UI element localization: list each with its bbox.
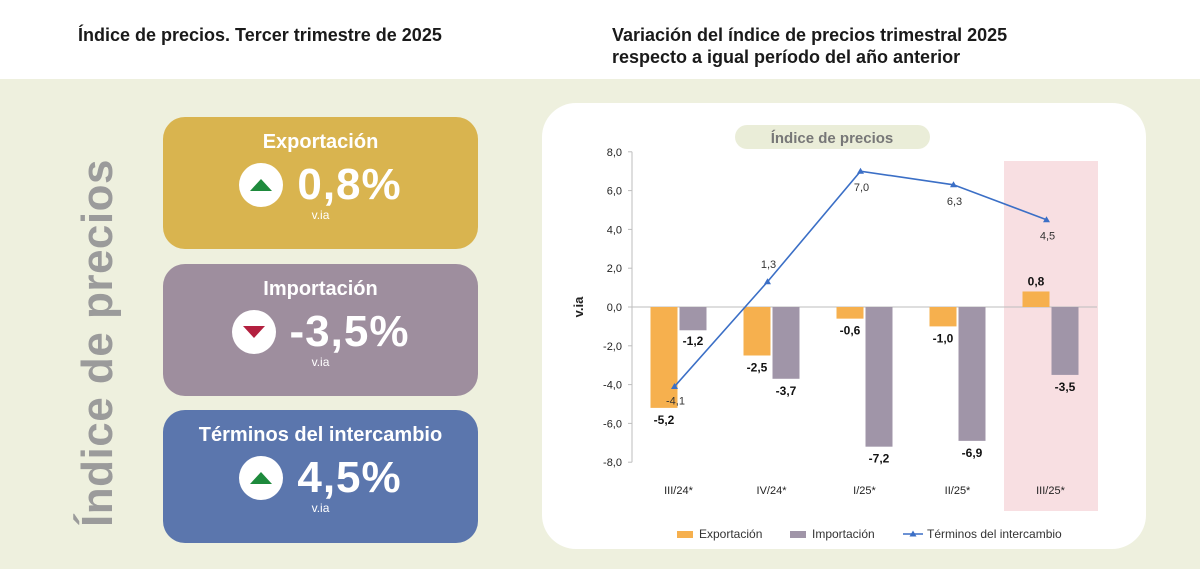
x-tick-label: III/25* xyxy=(1036,485,1065,497)
import-card-title: Importación xyxy=(263,278,378,300)
bar-export xyxy=(650,307,678,408)
bar-import xyxy=(958,307,986,441)
legend-item-terms: Términos del intercambio xyxy=(903,527,1062,541)
bar-export xyxy=(1022,291,1050,307)
export-card-title: Exportación xyxy=(262,131,379,153)
x-tick-label: IV/24* xyxy=(757,485,788,497)
trend-down-icon xyxy=(231,310,276,354)
legend-label-terms: Términos del intercambio xyxy=(927,527,1062,541)
data-label-export: -5,2 xyxy=(654,413,675,427)
data-label-import: -7,2 xyxy=(869,452,890,466)
x-tick-label: I/25* xyxy=(853,485,876,497)
y-tick-label: -6,0 xyxy=(603,418,622,430)
x-tick-label: III/24* xyxy=(664,485,693,497)
title-right-line2: respecto a igual período del año anterio… xyxy=(612,47,961,67)
point-terms xyxy=(671,383,678,390)
data-label-import: -3,7 xyxy=(776,384,797,398)
terms-card-title: Términos del intercambio xyxy=(198,424,443,446)
bar-export xyxy=(929,307,957,327)
point-terms xyxy=(857,167,864,174)
y-axis-label: v.ia xyxy=(571,296,586,317)
series-line-terms xyxy=(673,170,1047,388)
highlight-band xyxy=(1004,161,1098,511)
data-label-terms: 7,0 xyxy=(854,182,869,194)
bar-export xyxy=(836,307,864,319)
chart-title-pill xyxy=(735,125,930,149)
data-label-export: 0,8 xyxy=(1028,274,1045,288)
bar-import xyxy=(679,307,707,331)
terms-card-unit: v.ia xyxy=(311,501,330,515)
y-tick-label: -8,0 xyxy=(603,457,622,469)
y-tick-label: 4,0 xyxy=(607,224,622,236)
y-tick-label: 8,0 xyxy=(607,147,622,159)
export-card: Exportación 0,8% v.ia xyxy=(163,117,478,249)
data-label-import: -1,2 xyxy=(683,334,704,348)
point-terms xyxy=(950,181,957,188)
export-card-unit: v.ia xyxy=(311,208,330,222)
bar-import xyxy=(772,307,800,379)
legend-item-import: Importación xyxy=(790,527,875,541)
legend-line-terms xyxy=(903,530,923,537)
import-card: Importación -3,5% v.ia xyxy=(163,264,478,396)
export-card-value: 0,8% xyxy=(297,160,402,209)
data-label-import: -6,9 xyxy=(962,446,983,460)
data-label-terms: -4,1 xyxy=(666,396,685,408)
x-tick-label: II/25* xyxy=(945,485,971,497)
title-right-line1: Variación del índice de precios trimestr… xyxy=(612,25,1008,45)
bar-import xyxy=(865,307,893,447)
bar-export xyxy=(743,307,771,356)
y-tick-label: 0,0 xyxy=(607,302,622,314)
chart-title: Índice de precios xyxy=(771,130,894,147)
bar-import xyxy=(1051,307,1079,375)
legend-item-export: Exportación xyxy=(677,527,762,541)
data-label-export: -2,5 xyxy=(747,361,768,375)
point-terms xyxy=(764,278,771,285)
page-title-left: Índice de precios. Tercer trimestre de 2… xyxy=(78,25,442,45)
y-tick-label: 6,0 xyxy=(607,186,622,198)
trend-up-icon xyxy=(239,163,284,207)
y-tick-label: -4,0 xyxy=(603,380,622,392)
legend-swatch-import xyxy=(790,530,806,538)
data-label-terms: 1,3 xyxy=(761,259,776,271)
terms-of-trade-card: Términos del intercambio 4,5% v.ia xyxy=(163,410,478,543)
import-card-value: -3,5% xyxy=(289,307,410,356)
y-tick-label: 2,0 xyxy=(607,263,622,275)
legend-label-import: Importación xyxy=(812,527,875,541)
import-card-unit: v.ia xyxy=(311,355,330,369)
point-terms xyxy=(1043,216,1050,223)
data-label-terms: 6,3 xyxy=(947,196,962,208)
data-label-import: -3,5 xyxy=(1055,380,1076,394)
trend-up-icon xyxy=(239,456,284,500)
y-tick-label: -2,0 xyxy=(603,341,622,353)
legend-label-export: Exportación xyxy=(699,527,763,541)
page-title-right: Variación del índice de precios trimestr… xyxy=(612,24,1092,68)
data-label-terms: 4,5 xyxy=(1040,231,1055,243)
data-label-export: -0,6 xyxy=(840,324,861,338)
legend-swatch-export xyxy=(677,530,693,538)
data-label-export: -1,0 xyxy=(933,331,954,345)
terms-card-value: 4,5% xyxy=(297,453,402,502)
